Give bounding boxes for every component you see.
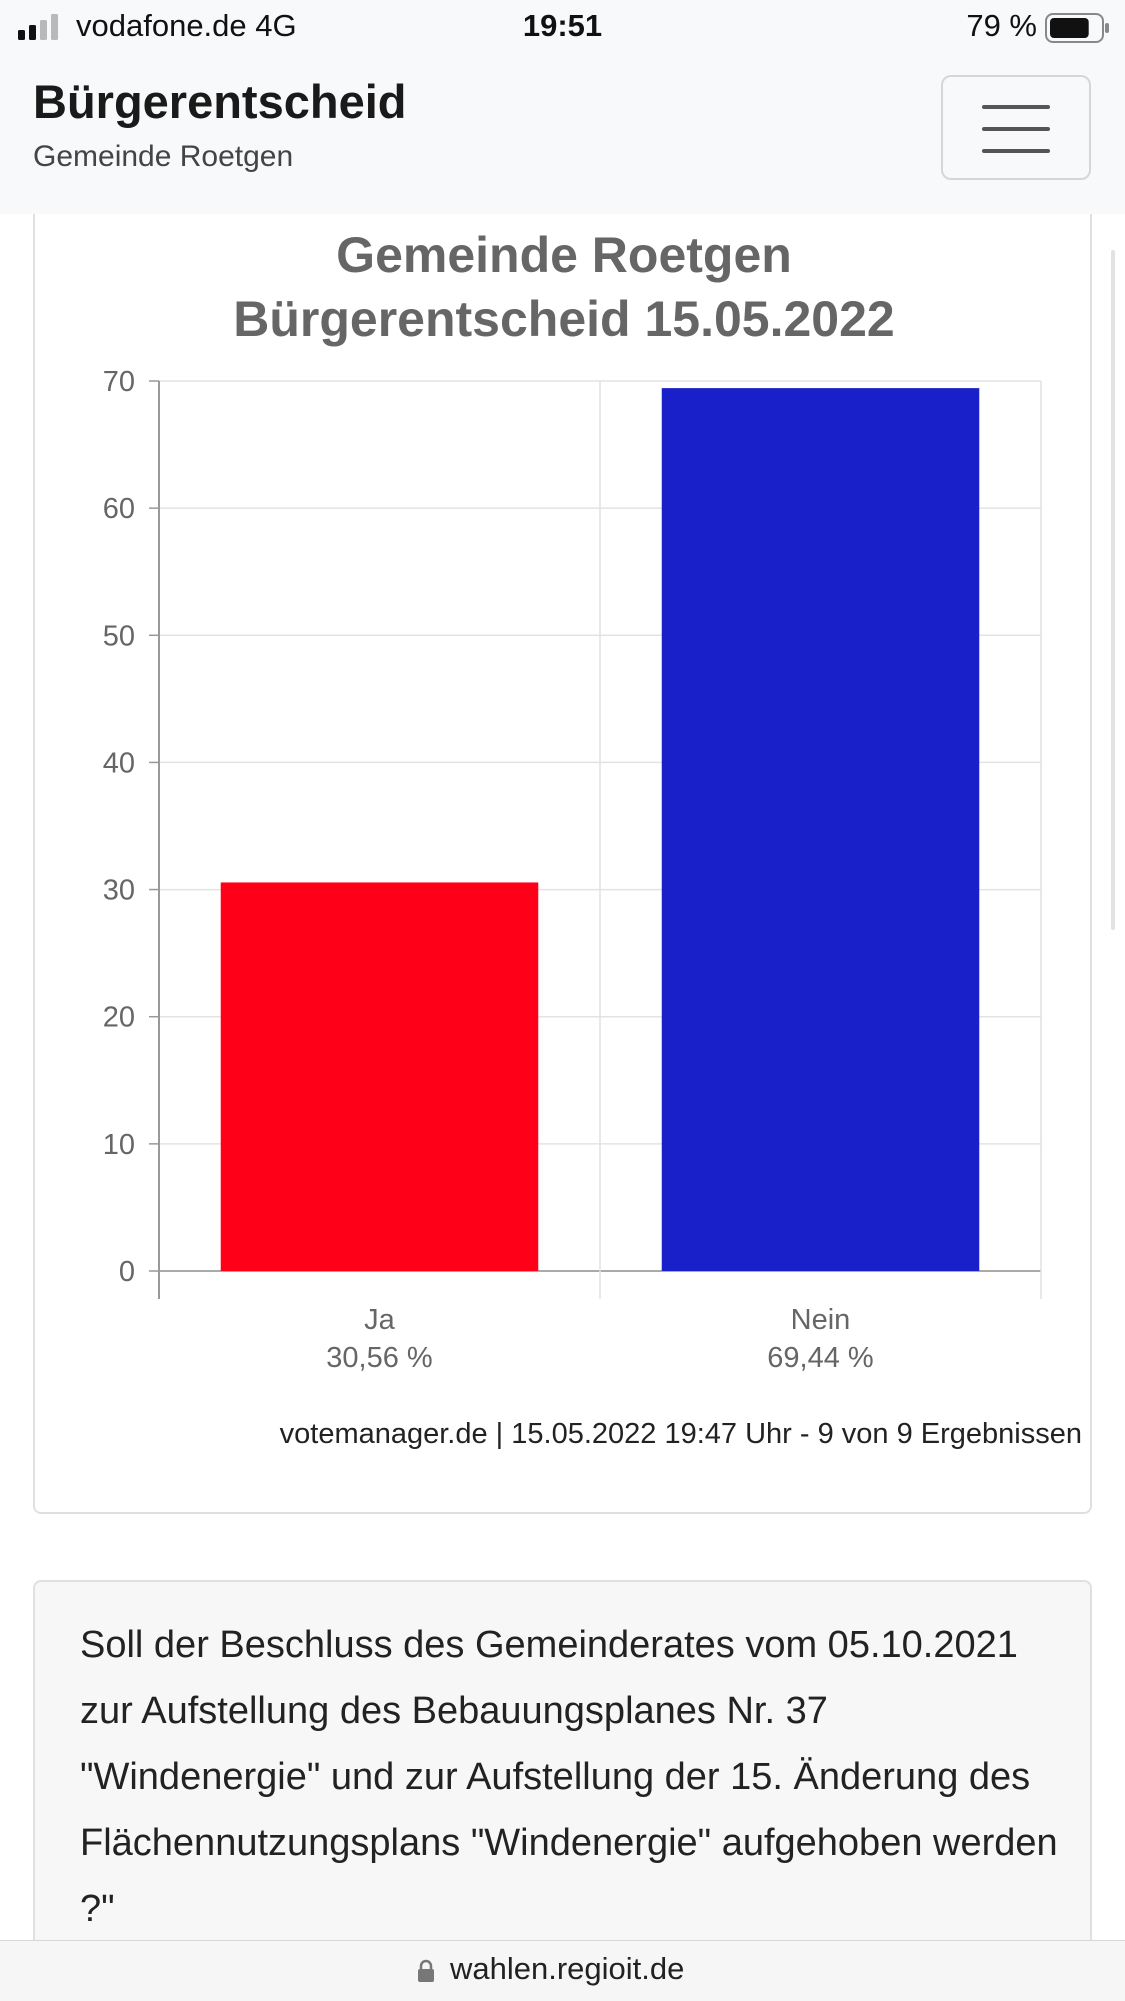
bar-nein[interactable] <box>661 388 980 1271</box>
question-card: Soll der Beschluss des Gemeinderates vom… <box>33 1580 1092 2000</box>
y-tick-label: 30 <box>103 875 135 907</box>
chart-card: Gemeinde Roetgen Bürgerentscheid 15.05.2… <box>33 214 1092 1514</box>
y-tick-label: 10 <box>103 1129 135 1161</box>
x-tick-label: Ja <box>364 1304 396 1336</box>
lock-icon <box>418 1959 434 1982</box>
x-tick-percent-label: 69,44 % <box>767 1342 873 1374</box>
referendum-question: Soll der Beschluss des Gemeinderates vom… <box>80 1624 1058 1930</box>
chart-source-footer: votemanager.de | 15.05.2022 19:47 Uhr - … <box>279 1418 1082 1450</box>
y-tick-label: 60 <box>103 493 135 525</box>
brand-title[interactable]: Bürgerentscheid <box>33 75 407 128</box>
url-text: wahlen.regioit.de <box>450 1951 685 1986</box>
chart-title-line1: Gemeinde Roetgen <box>336 227 792 283</box>
bar-ja[interactable] <box>220 882 539 1271</box>
results-bar-chart: Gemeinde Roetgen Bürgerentscheid 15.05.2… <box>103 227 1042 1374</box>
brand-subtitle: Gemeinde Roetgen <box>33 140 294 173</box>
clock: 19:51 <box>522 8 603 43</box>
browser-address-bar[interactable]: wahlen.regioit.de <box>0 1940 1125 2001</box>
y-tick-label: 40 <box>103 747 135 779</box>
hamburger-menu-icon-bar <box>982 149 1050 153</box>
y-tick-label: 20 <box>103 1002 135 1034</box>
carrier-label: vodafone.de 4G <box>76 8 297 43</box>
y-tick-label: 50 <box>103 620 135 652</box>
x-tick-label: Nein <box>791 1304 851 1336</box>
chart-title-line2: Bürgerentscheid 15.05.2022 <box>233 291 894 347</box>
battery-icon <box>1045 13 1109 43</box>
battery-percentage: 79 % <box>966 8 1037 43</box>
menu-toggle-button[interactable] <box>941 75 1091 180</box>
hamburger-menu-icon <box>982 105 1050 109</box>
y-tick-label: 0 <box>119 1256 135 1288</box>
signal-icon <box>18 14 58 40</box>
y-tick-label: 70 <box>103 366 135 398</box>
status-bar: vodafone.de 4G 19:51 79 % <box>0 0 1125 54</box>
x-tick-percent-label: 30,56 % <box>326 1342 432 1374</box>
navbar: Bürgerentscheid Gemeinde Roetgen <box>0 54 1125 214</box>
scrollbar[interactable] <box>1111 250 1115 930</box>
hamburger-menu-icon-bar <box>982 127 1050 131</box>
